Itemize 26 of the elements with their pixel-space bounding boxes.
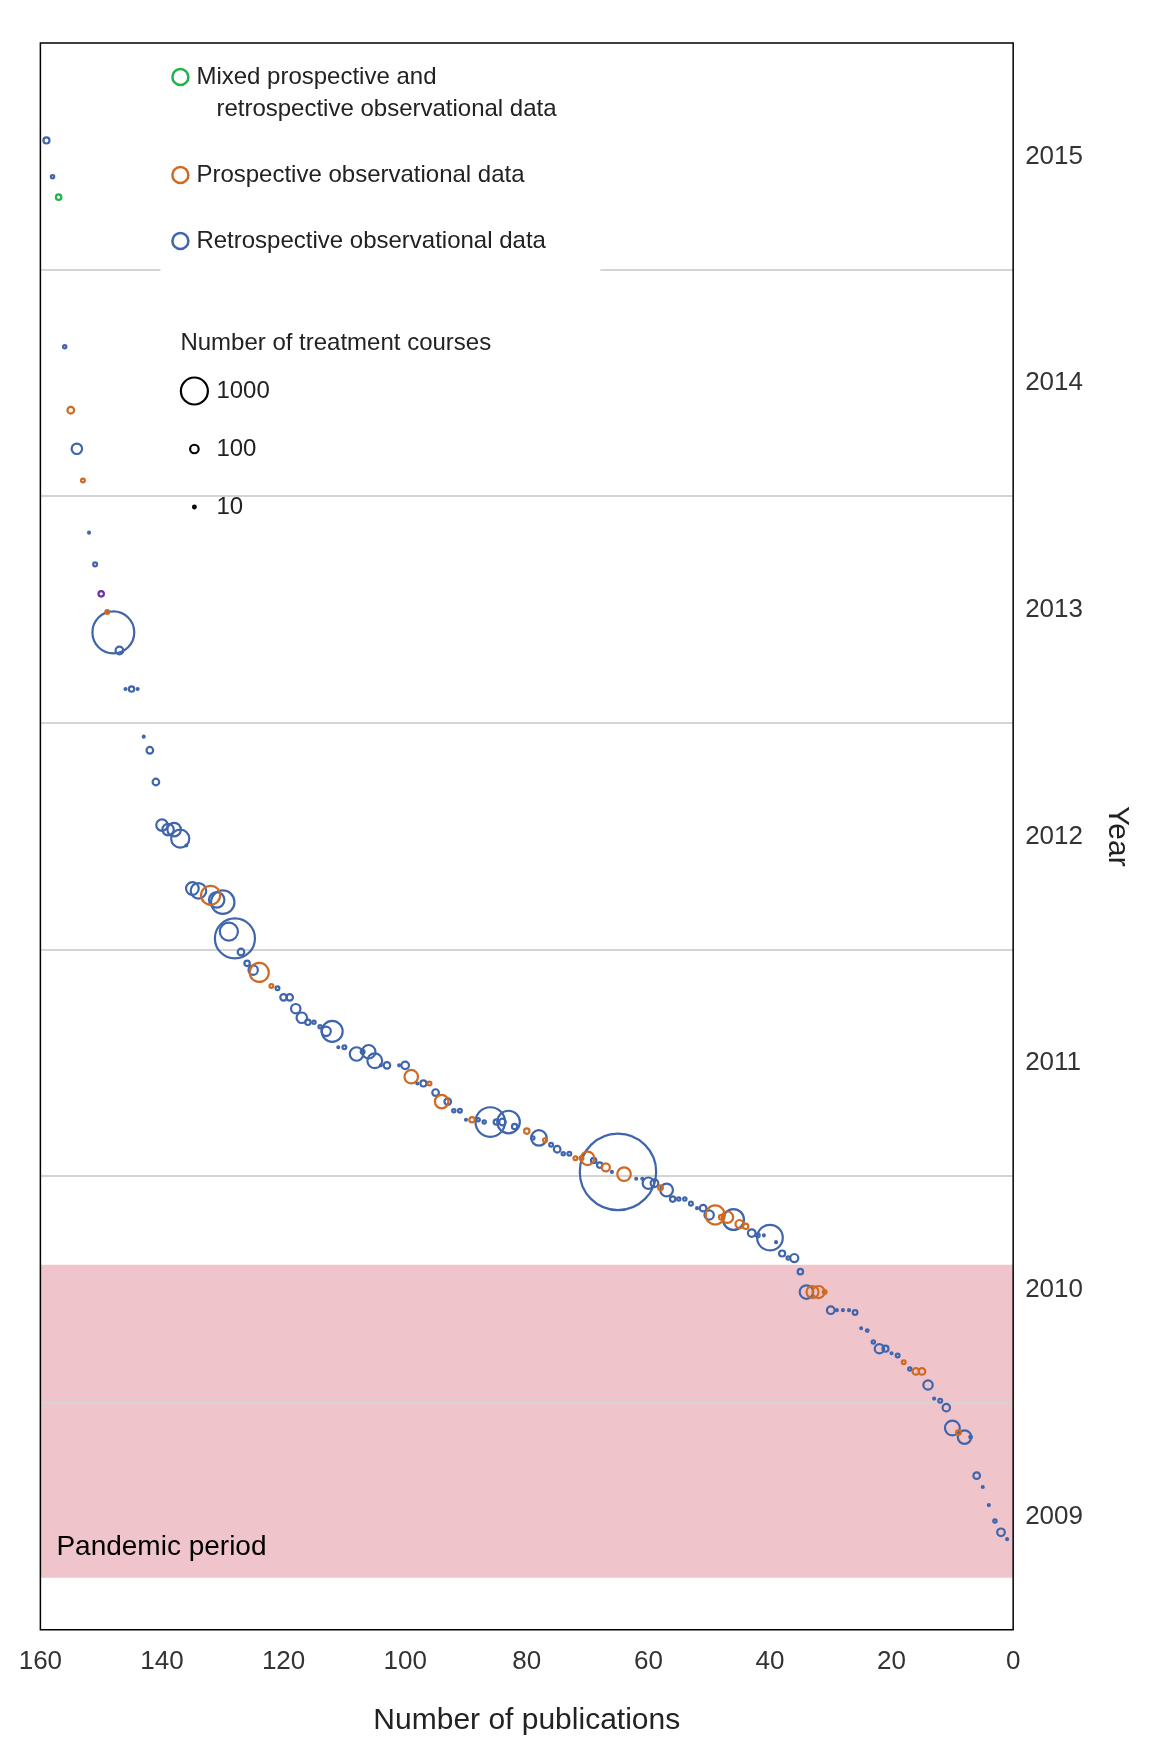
- y-tick-label: 2009: [1025, 1499, 1083, 1530]
- x-tick-label: 100: [383, 1644, 427, 1675]
- x-tick-label: 140: [140, 1644, 184, 1675]
- y-tick-label: 2015: [1025, 139, 1083, 170]
- legend-label: Retrospective observational data: [196, 225, 547, 253]
- y-tick-label: 2012: [1025, 819, 1083, 850]
- y-tick-label: 2014: [1025, 366, 1083, 397]
- y-axis-title: Year: [1102, 806, 1136, 867]
- legend-label: Prospective observational data: [196, 159, 526, 187]
- x-tick-label: 60: [633, 1644, 663, 1675]
- x-tick-label: 0: [1005, 1644, 1021, 1675]
- x-tick-label: 80: [512, 1644, 542, 1675]
- x-tick-label: 160: [18, 1644, 63, 1675]
- legend-label: 10: [216, 491, 244, 519]
- legend-label: Mixed prospective and retrospective observational data: [196, 61, 558, 121]
- band-label: Pandemic period: [56, 1530, 267, 1562]
- x-tick-label: 20: [877, 1644, 907, 1675]
- x-tick-label: 120: [261, 1644, 306, 1675]
- legend-title: Number of treatment courses: [180, 327, 492, 355]
- y-tick-label: 2011: [1025, 1046, 1082, 1077]
- x-tick-label: 40: [755, 1644, 785, 1675]
- y-tick-label: 2010: [1025, 1272, 1083, 1303]
- y-tick-label: 2013: [1025, 592, 1083, 623]
- legend-label: 1000: [216, 375, 270, 403]
- legend-label: 100: [216, 433, 257, 461]
- x-axis-title: Number of publications: [373, 1702, 681, 1736]
